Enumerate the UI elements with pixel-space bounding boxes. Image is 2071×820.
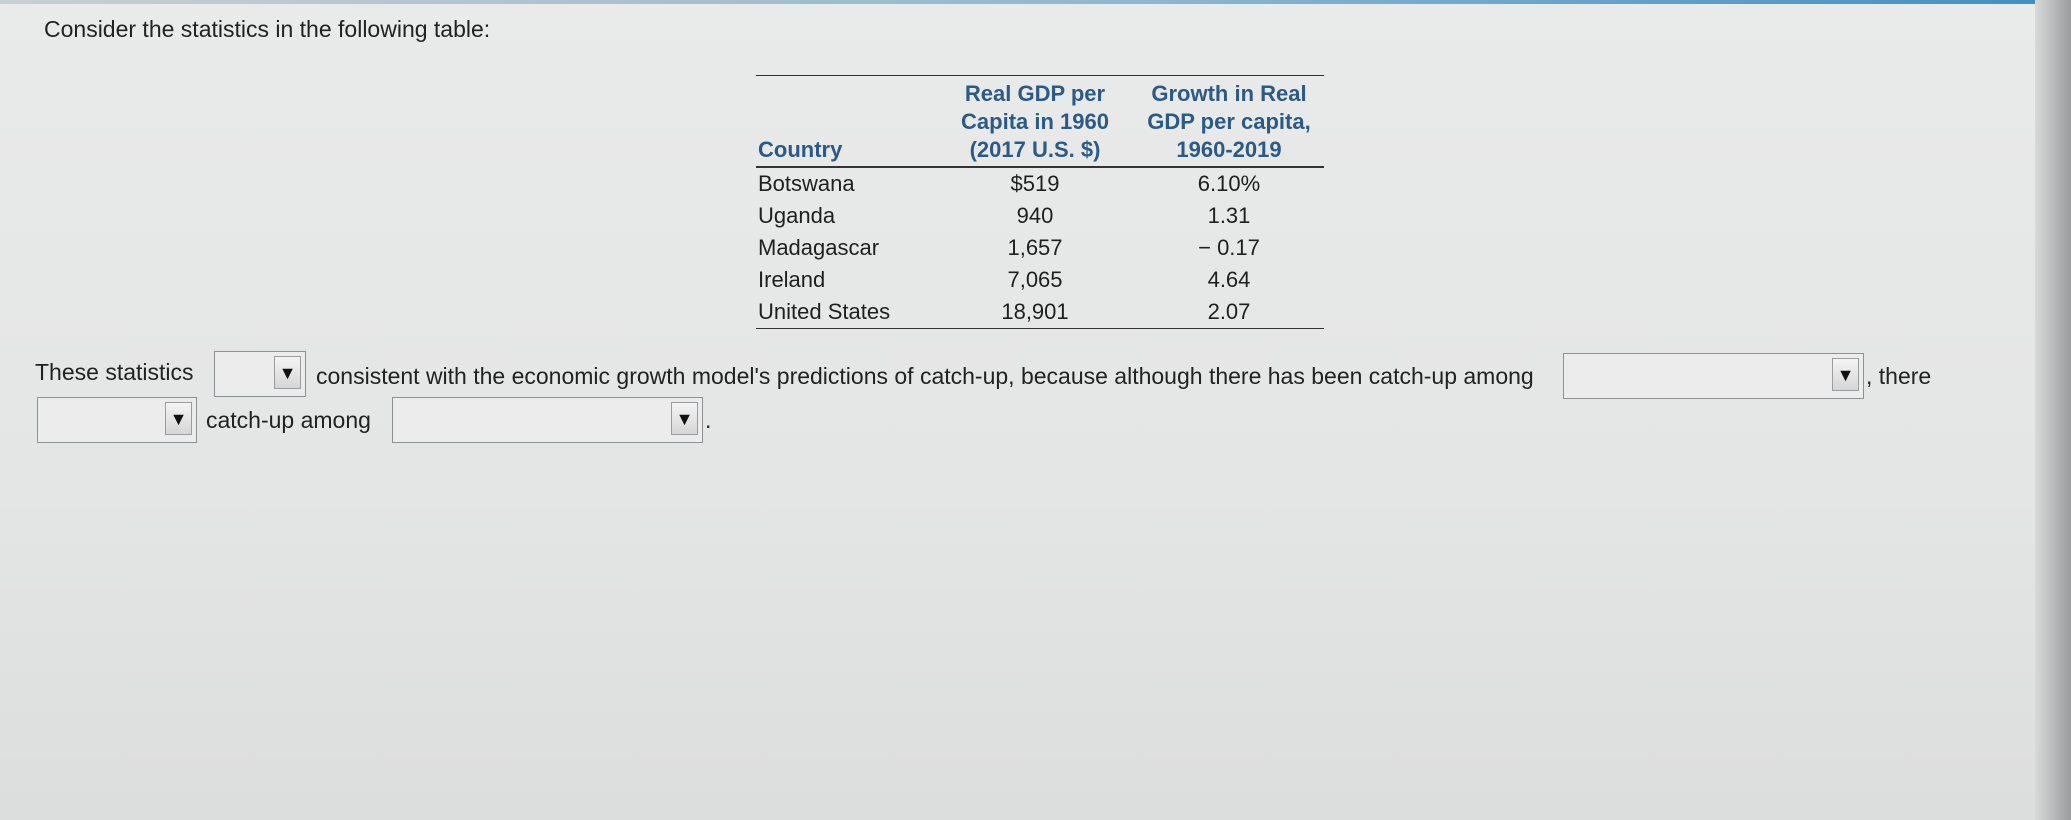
- cell-country: Madagascar: [758, 235, 880, 260]
- cell-growth: 2.07: [1207, 299, 1251, 324]
- sentence-text-3: , there: [1866, 363, 1932, 389]
- header-gdp-line3: (2017 U.S. $): [969, 137, 1101, 162]
- header-growth-line1: Growth in Real: [1151, 81, 1307, 106]
- header-gdp-line1: Real GDP per: [964, 81, 1106, 106]
- table-header-row: Country Real GDP per Capita in 1960 (201…: [756, 75, 1324, 168]
- cell-growth: 6.10%: [1197, 171, 1261, 196]
- header-growth-line3: 1960-2019: [1176, 137, 1282, 162]
- dropdown-arrow-icon[interactable]: ▼: [274, 356, 301, 389]
- catch-up-group-2-dropdown[interactable]: ▼: [392, 397, 703, 443]
- window-edge: [2035, 0, 2071, 820]
- dropdown-arrow-icon[interactable]: ▼: [671, 402, 698, 435]
- table-row: Madagascar 1,657 − 0.17: [756, 232, 1324, 264]
- sentence-text-1: These statistics: [35, 359, 194, 385]
- top-accent-bar: [0, 0, 2071, 4]
- cell-gdp: 7,065: [1007, 267, 1063, 292]
- are-arent-dropdown[interactable]: ▼: [214, 351, 306, 397]
- header-country: Country: [756, 75, 936, 168]
- table-row: United States 18,901 2.07: [756, 296, 1324, 329]
- cell-growth: − 0.17: [1198, 235, 1260, 260]
- cell-gdp: 18,901: [1001, 299, 1069, 324]
- cell-country: Botswana: [758, 171, 855, 196]
- sentence-text-4: catch-up among: [206, 407, 371, 433]
- cell-gdp: 940: [1016, 203, 1054, 228]
- question-prompt: Consider the statistics in the following…: [44, 16, 491, 42]
- table-row: Uganda 940 1.31: [756, 200, 1324, 232]
- table-row: Ireland 7,065 4.64: [756, 264, 1324, 296]
- dropdown-arrow-icon[interactable]: ▼: [1832, 358, 1859, 391]
- header-gdp-line2: Capita in 1960: [961, 109, 1109, 134]
- cell-growth: 4.64: [1207, 267, 1251, 292]
- cell-country: United States: [758, 299, 891, 324]
- sentence-period: .: [705, 407, 712, 433]
- cell-gdp: 1,657: [1007, 235, 1063, 260]
- dropdown-arrow-icon[interactable]: ▼: [165, 402, 192, 435]
- cell-growth: 1.31: [1207, 203, 1251, 228]
- table-row: Botswana $519 6.10%: [756, 167, 1324, 200]
- catch-up-group-1-dropdown[interactable]: ▼: [1563, 353, 1864, 399]
- header-growth-line2: GDP per capita,: [1147, 109, 1311, 134]
- sentence-text-2: consistent with the economic growth mode…: [316, 363, 1534, 389]
- cell-country: Ireland: [758, 267, 826, 292]
- statistics-table: Country Real GDP per Capita in 1960 (201…: [756, 75, 1324, 329]
- has-hasnt-dropdown[interactable]: ▼: [37, 397, 197, 443]
- cell-gdp: $519: [1010, 171, 1060, 196]
- cell-country: Uganda: [758, 203, 836, 228]
- header-gdp-1960: Real GDP per Capita in 1960 (2017 U.S. $…: [936, 75, 1134, 168]
- header-growth: Growth in Real GDP per capita, 1960-2019: [1134, 75, 1324, 168]
